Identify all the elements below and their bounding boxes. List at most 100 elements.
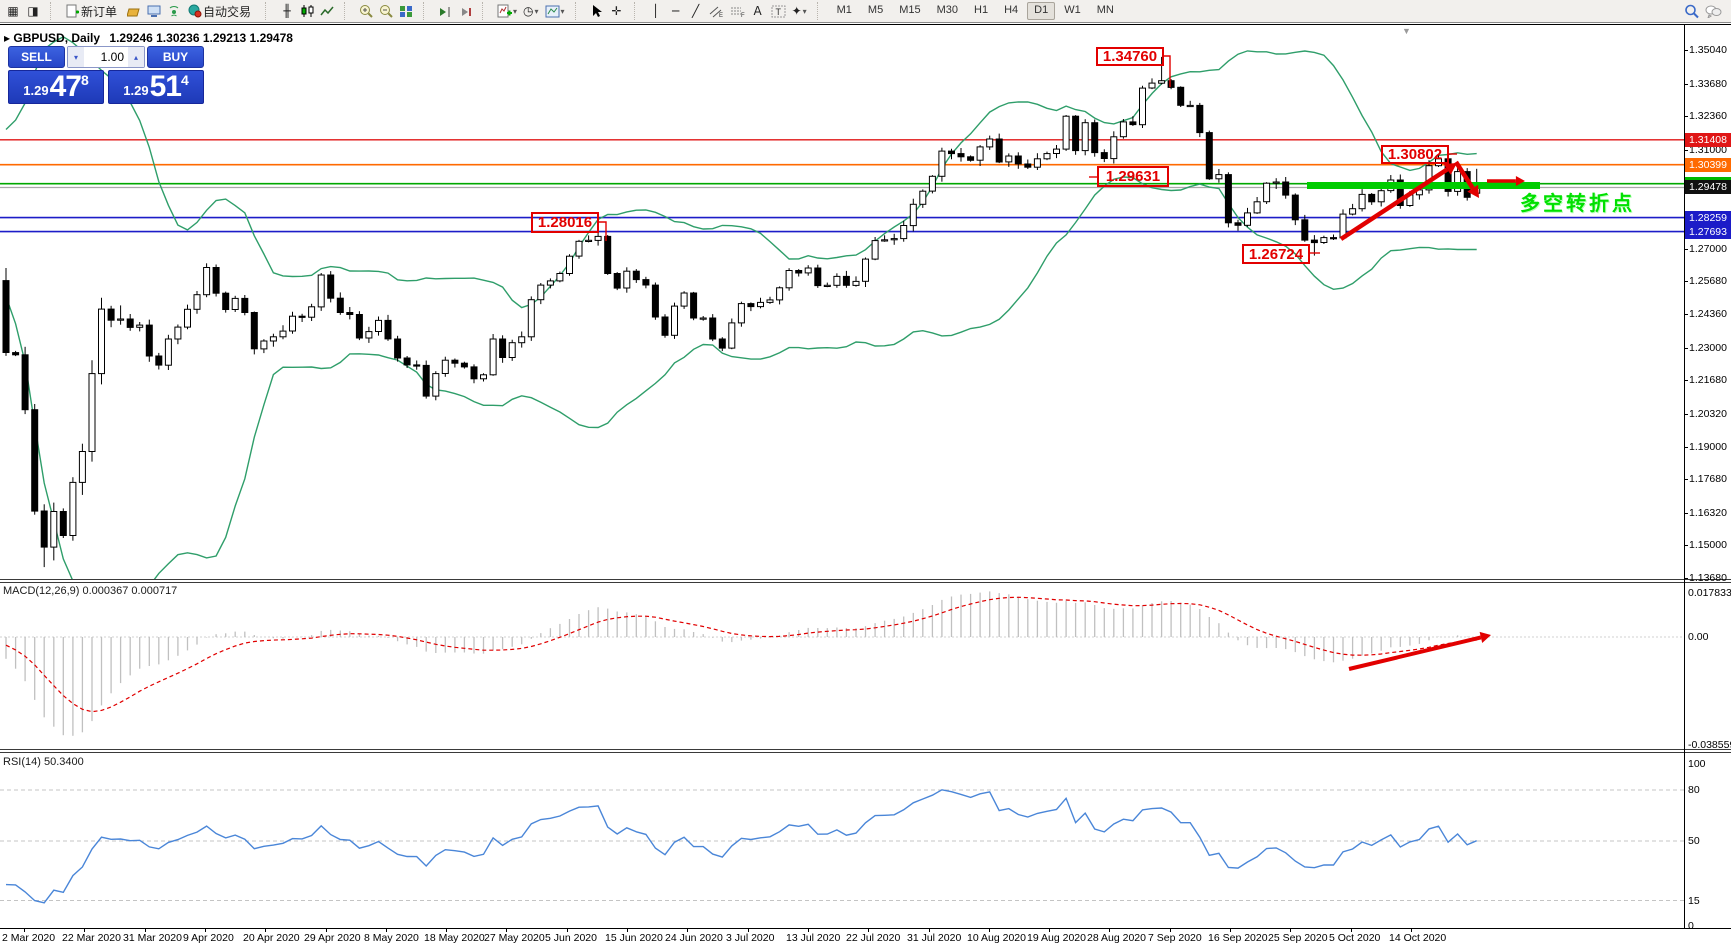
new-order-label: 新订单	[81, 4, 118, 19]
zoom-out-icon	[380, 5, 393, 18]
volume-input[interactable]	[84, 47, 128, 67]
date-axis-tick	[145, 928, 146, 932]
timeframe-mn-button[interactable]: MN	[1096, 4, 1114, 16]
price-callout-label[interactable]: 1.28016	[531, 212, 599, 233]
rsi-axis-tick: 0	[1688, 920, 1694, 932]
dropdown-caret-icon: ▾	[560, 6, 565, 16]
candle-chart-button[interactable]	[297, 1, 317, 21]
date-axis-tick	[1351, 928, 1352, 932]
date-axis-label: 28 Aug 2020	[1087, 932, 1146, 944]
timeframe-m5-button[interactable]: M5	[867, 4, 884, 16]
price-chart-canvas[interactable]	[0, 25, 1731, 945]
date-axis-tick	[1109, 928, 1110, 932]
search-button[interactable]	[1681, 1, 1702, 21]
price-axis-tick: 1.27000	[1684, 243, 1727, 255]
signals-icon	[169, 5, 179, 16]
timeframe-h1-button[interactable]: H1	[974, 4, 989, 16]
date-axis-label: 18 May 2020	[424, 932, 485, 944]
date-axis-tick	[446, 928, 447, 932]
indicators-button[interactable]: ▾	[494, 1, 520, 21]
hline-tool-button[interactable]: ─	[666, 1, 686, 21]
toolbar-separator	[423, 2, 430, 20]
timeframe-m15-button[interactable]: M15	[899, 4, 921, 16]
toolbar-separator	[265, 2, 272, 20]
rsi-pane-separator[interactable]	[0, 749, 1731, 753]
price-level-badge: 1.29478	[1685, 180, 1731, 194]
arrows-tool-button[interactable]: ✦ ▾	[789, 1, 810, 21]
price-axis-tick: 1.16320	[1684, 507, 1727, 519]
dropdown-caret-icon: ▾	[534, 6, 539, 16]
buy-button[interactable]: BUY	[147, 46, 204, 68]
periods-button[interactable]: ◷ ▾	[520, 1, 542, 21]
sell-button[interactable]: SELL	[8, 46, 65, 68]
svg-text:E: E	[719, 13, 723, 18]
turning-point-annotation[interactable]: 多空转折点	[1520, 193, 1635, 215]
price-axis-tick: 1.23000	[1684, 342, 1727, 354]
label-tool-button[interactable]: T	[768, 1, 789, 21]
price-level-badge: 1.31408	[1685, 133, 1731, 147]
text-tool-button[interactable]: A	[748, 1, 768, 21]
terminal-button[interactable]	[144, 1, 164, 21]
profiles-button[interactable]: ◨	[23, 1, 43, 21]
price-level-badge: 1.28259	[1685, 211, 1731, 225]
date-axis-tick	[687, 928, 688, 932]
chat-button[interactable]	[1702, 1, 1725, 21]
date-axis-label: 14 Oct 2020	[1389, 932, 1447, 944]
price-axis-tick: 1.19000	[1684, 441, 1727, 453]
timeframe-d1-button[interactable]: D1	[1027, 2, 1056, 20]
price-callout-label[interactable]: 1.29631	[1097, 166, 1169, 187]
buy-quote-button[interactable]: 1.29 51 4	[108, 70, 204, 104]
crosshair-button[interactable]: ✛	[607, 1, 627, 21]
volume-increase-button[interactable]: ▴	[128, 47, 144, 67]
autotrading-label: 自动交易	[203, 4, 252, 19]
chart-shift-button[interactable]	[435, 1, 455, 21]
date-axis-tick	[84, 928, 85, 932]
timeframe-m1-button[interactable]: M1	[836, 4, 852, 16]
templates-button[interactable]: ▾	[542, 1, 568, 21]
zoom-in-button[interactable]	[356, 1, 376, 21]
auto-scroll-button[interactable]	[455, 1, 475, 21]
tile-windows-button[interactable]	[396, 1, 416, 21]
macd-label: MACD(12,26,9) 0.000367 0.000717	[3, 585, 178, 597]
autotrading-button[interactable]: 自动交易	[184, 1, 258, 21]
date-axis-tick	[1290, 928, 1291, 932]
trendline-tool-button[interactable]: ╱	[686, 1, 706, 21]
fibonacci-tool-button[interactable]: F	[727, 1, 748, 21]
timeframe-h4-button[interactable]: H4	[1004, 4, 1019, 16]
time-axis[interactable]: 2 Mar 2020 22 Mar 2020 31 Mar 2020 9 Apr 20…	[0, 928, 1731, 945]
zoom-in-icon	[360, 5, 373, 18]
price-level-badge: 1.27693	[1685, 225, 1731, 239]
date-axis-tick	[386, 928, 387, 932]
price-callout-label[interactable]: 1.30802	[1381, 145, 1449, 164]
date-axis-tick	[506, 928, 507, 932]
symbol-marker-icon: ▸	[4, 31, 11, 45]
toolbox-button[interactable]	[124, 1, 144, 21]
macd-axis-tick: 0.00	[1688, 631, 1709, 643]
new-order-button[interactable]: 新订单	[62, 1, 124, 21]
volume-decrease-button[interactable]: ▾	[68, 47, 84, 67]
date-axis-label: 3 Jul 2020	[726, 932, 775, 944]
date-axis-label: 27 May 2020	[484, 932, 545, 944]
search-icon	[1685, 4, 1699, 18]
svg-text:F: F	[741, 13, 745, 18]
zoom-out-button[interactable]	[376, 1, 396, 21]
timeframe-m30-button[interactable]: M30	[936, 4, 959, 16]
price-callout-label[interactable]: 1.34760	[1096, 47, 1164, 66]
vline-tool-button[interactable]: │	[646, 1, 666, 21]
chart-shift-marker-icon[interactable]: ▼	[1402, 26, 1411, 36]
sell-quote-button[interactable]: 1.29 47 8	[8, 70, 104, 104]
dropdown-caret-icon: ▾	[513, 6, 518, 16]
signals-button[interactable]	[164, 1, 184, 21]
channel-tool-button[interactable]: E	[706, 1, 727, 21]
cursor-button[interactable]	[587, 1, 607, 21]
line-chart-button[interactable]	[317, 1, 337, 21]
auto-scroll-icon	[462, 7, 472, 16]
date-axis-label: 22 Jul 2020	[846, 932, 901, 944]
timeframe-w1-button[interactable]: W1	[1064, 4, 1081, 16]
price-callout-label[interactable]: 1.26724	[1242, 244, 1310, 264]
macd-pane-separator[interactable]	[0, 579, 1731, 583]
bar-chart-button[interactable]: ╫	[277, 1, 297, 21]
autotrading-icon	[188, 4, 202, 18]
new-chart-button[interactable]: ▦	[3, 1, 23, 21]
timeframe-group: M1 M5 M15 M30 H1 H4 D1 W1 MN	[826, 0, 1125, 22]
